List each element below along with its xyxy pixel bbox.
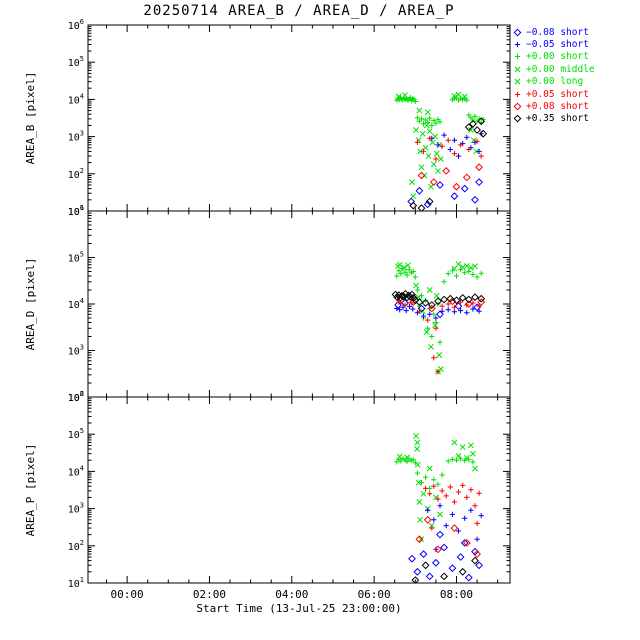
y-axis-label-AREA_D: AREA_D [pixel] bbox=[24, 258, 37, 351]
svg-text:103: 103 bbox=[68, 130, 84, 144]
svg-text:102: 102 bbox=[68, 390, 84, 404]
legend-label: +0.00 middle bbox=[526, 63, 595, 75]
legend-label: +0.35 short bbox=[526, 113, 589, 125]
diamond-symbol-icon bbox=[513, 102, 522, 111]
legend-label: +0.00 long bbox=[526, 76, 584, 88]
svg-text:102: 102 bbox=[68, 539, 84, 553]
plus-symbol-icon bbox=[514, 91, 521, 97]
legend-item: +0.08 short bbox=[512, 100, 595, 112]
cross-symbol-icon bbox=[514, 78, 521, 85]
svg-text:101: 101 bbox=[68, 576, 84, 590]
plus-symbol-icon bbox=[514, 54, 521, 60]
cross-symbol-icon bbox=[514, 66, 521, 73]
legend-item: +0.05 short bbox=[512, 88, 595, 100]
legend-item: +0.00 short bbox=[512, 51, 595, 63]
svg-text:102: 102 bbox=[68, 167, 84, 181]
svg-text:02:00: 02:00 bbox=[193, 588, 226, 601]
svg-text:103: 103 bbox=[68, 344, 84, 358]
legend-item: +0.35 short bbox=[512, 113, 595, 125]
svg-text:106: 106 bbox=[68, 18, 84, 32]
legend-label: +0.05 short bbox=[526, 88, 589, 100]
legend-label: +0.08 short bbox=[526, 101, 589, 113]
legend-label: −0.08 short bbox=[526, 26, 589, 38]
legend-label: −0.05 short bbox=[526, 39, 589, 51]
y-axis-label-AREA_B: AREA_B [pixel] bbox=[24, 72, 37, 165]
diamond-symbol-icon bbox=[513, 28, 522, 37]
diamond-symbol-icon bbox=[513, 115, 522, 123]
svg-text:106: 106 bbox=[68, 390, 84, 404]
svg-text:105: 105 bbox=[68, 251, 84, 265]
svg-text:101: 101 bbox=[68, 204, 84, 218]
y-axis-label-AREA_P: AREA_P [pixel] bbox=[24, 444, 37, 537]
legend-item: −0.05 short bbox=[512, 38, 595, 50]
svg-text:106: 106 bbox=[68, 204, 84, 218]
svg-text:08:00: 08:00 bbox=[440, 588, 473, 601]
legend-label: +0.00 short bbox=[526, 51, 589, 63]
svg-text:00:00: 00:00 bbox=[111, 588, 144, 601]
chart-title: 20250714 AREA_B / AREA_D / AREA_P bbox=[143, 3, 455, 19]
svg-text:06:00: 06:00 bbox=[358, 588, 391, 601]
svg-text:04:00: 04:00 bbox=[275, 588, 308, 601]
legend-item: +0.00 middle bbox=[512, 63, 595, 75]
legend-item: −0.08 short bbox=[512, 26, 595, 38]
svg-text:104: 104 bbox=[68, 92, 84, 106]
legend: −0.08 short −0.05 short +0.00 short +0.00 m… bbox=[512, 26, 595, 125]
svg-text:105: 105 bbox=[68, 427, 84, 441]
plus-symbol-icon bbox=[514, 41, 521, 48]
svg-text:105: 105 bbox=[68, 55, 84, 69]
svg-text:103: 103 bbox=[68, 502, 84, 516]
svg-text:104: 104 bbox=[68, 297, 84, 311]
x-axis-label: Start Time (13-Jul-25 23:00:00) bbox=[196, 602, 402, 615]
legend-item: +0.00 long bbox=[512, 76, 595, 88]
svg-text:104: 104 bbox=[68, 464, 84, 478]
